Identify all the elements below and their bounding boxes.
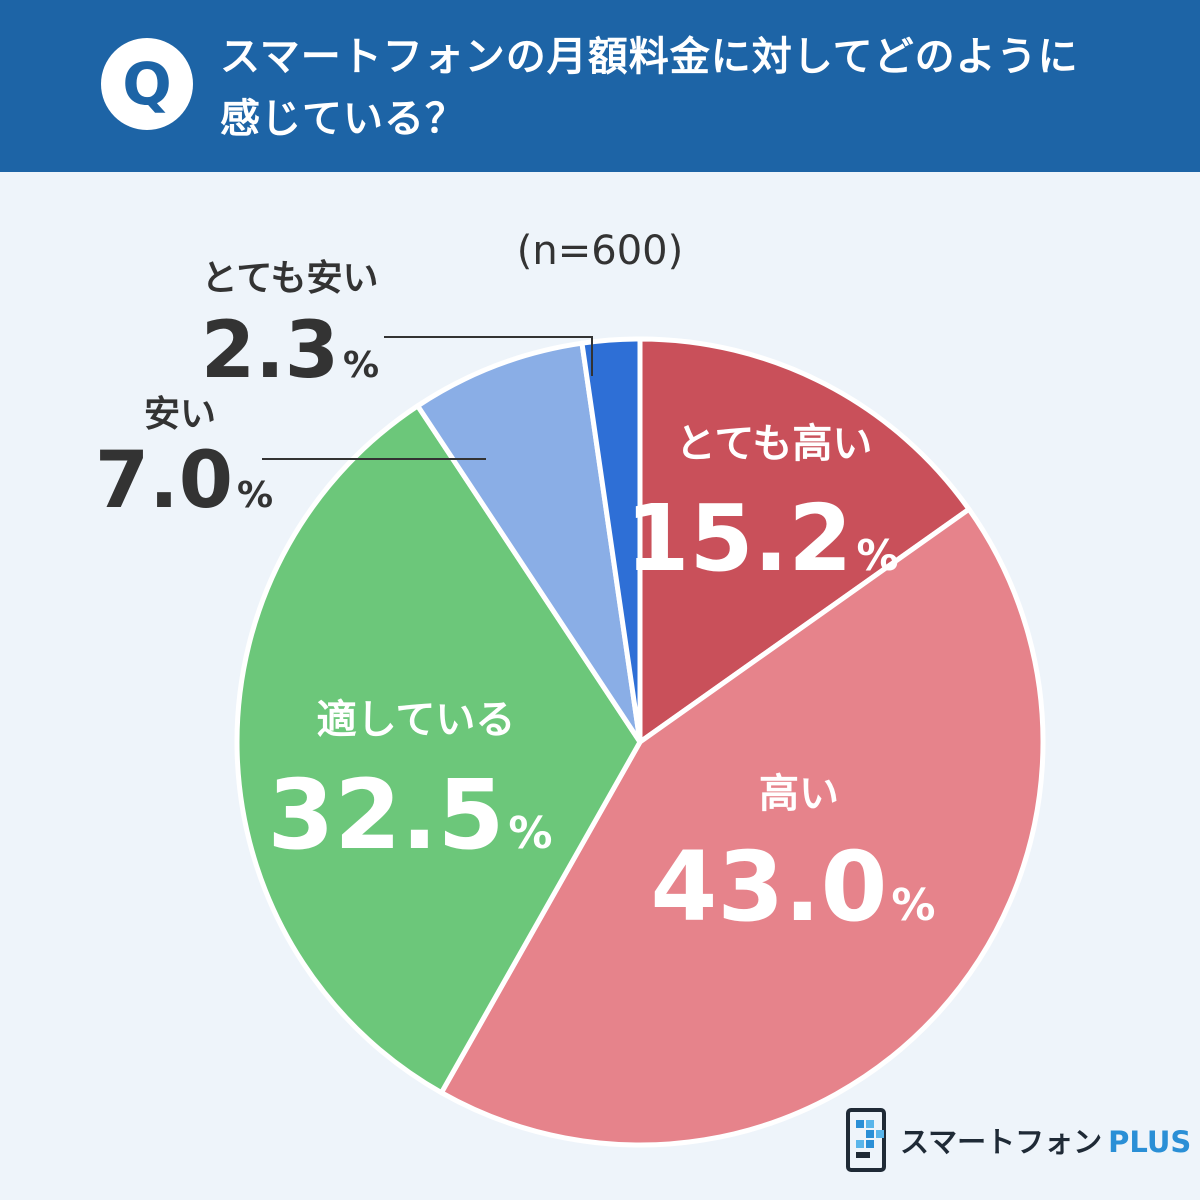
question-title: スマートフォンの月額料金に対してどのように 感じている？ xyxy=(220,26,1160,150)
brand-name: スマートフォン PLUS xyxy=(900,1119,1191,1161)
slice-category-label: 高い xyxy=(759,771,839,817)
brand-phone-icon xyxy=(846,1108,886,1172)
leader-line xyxy=(384,336,593,376)
slice-value-label: 2.3% xyxy=(201,306,379,396)
pie-slice xyxy=(637,336,972,745)
q-badge: Q xyxy=(101,38,193,130)
slice-value-label: 7.0% xyxy=(95,436,273,526)
pie-slice xyxy=(415,340,643,745)
pie-slice xyxy=(234,403,643,1096)
brand-name-suffix: PLUS xyxy=(1108,1125,1192,1159)
slice-category-label: 適している xyxy=(317,697,516,743)
slice-category-label: 安い xyxy=(144,394,216,435)
slice-value-label: 32.5% xyxy=(268,759,553,871)
slice-value-label: 43.0% xyxy=(651,831,936,943)
pie-slice xyxy=(579,336,643,745)
slice-category-label: とても安い xyxy=(201,258,378,299)
brand-logo: スマートフォン PLUS xyxy=(846,1108,1191,1172)
slice-value-label: 15.2% xyxy=(625,485,898,592)
brand-name-main: スマートフォン xyxy=(900,1125,1103,1159)
slice-category-label: とても高い xyxy=(676,421,873,467)
question-line-1: スマートフォンの月額料金に対してどのように xyxy=(220,34,1079,80)
question-line-2: 感じている？ xyxy=(220,96,466,142)
question-header: Q スマートフォンの月額料金に対してどのように 感じている？ xyxy=(0,0,1200,172)
sample-size: (n=600) xyxy=(516,228,684,274)
pie-slice xyxy=(438,506,1046,1148)
